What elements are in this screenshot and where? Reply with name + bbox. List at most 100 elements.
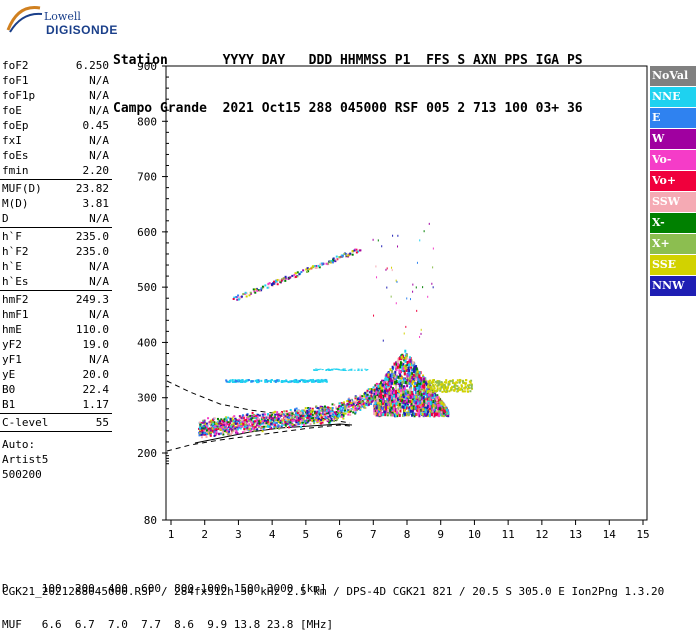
echo-point: [392, 402, 395, 406]
echo-point: [231, 428, 234, 431]
echo-point: [363, 406, 366, 409]
echo-point: [341, 415, 344, 418]
echo-point: [354, 412, 357, 415]
echo-point: [440, 383, 443, 386]
echo-point: [391, 413, 394, 417]
echo-point: [306, 380, 309, 383]
echo-point: [239, 416, 242, 419]
echo-point: [404, 349, 407, 353]
param-group-virtual-heights: h`F 235.0 h`F2 235.0 h`E N/A h`Es N/A: [0, 229, 112, 289]
echo-point: [222, 421, 225, 424]
echo-point: [422, 392, 425, 396]
echo-point: [363, 394, 366, 397]
echo-point: [260, 289, 263, 292]
echo-point: [228, 430, 231, 433]
echo-point: [339, 415, 342, 418]
echo-point: [266, 380, 269, 383]
echo-point: [427, 401, 430, 405]
echo-point: [205, 433, 208, 436]
echo-point: [413, 369, 416, 373]
echo-point: [422, 408, 425, 412]
echo-point: [352, 402, 355, 405]
echo-point: [447, 383, 450, 386]
echo-point: [345, 405, 348, 408]
echo-point: [413, 412, 416, 416]
echo-point: [284, 422, 287, 425]
echo-point: [387, 375, 390, 379]
echo-point: [316, 415, 319, 418]
echo-point: [330, 414, 333, 417]
echo-point: [382, 339, 384, 342]
echo-point: [356, 398, 359, 401]
echo-point: [361, 395, 364, 398]
echo-point: [266, 415, 269, 418]
echo-point: [248, 294, 251, 297]
echo-point: [239, 419, 242, 422]
echo-point: [415, 378, 418, 382]
echo-point: [347, 405, 350, 408]
echo-point: [273, 280, 276, 283]
echo-point: [235, 295, 238, 298]
echo-point: [341, 403, 344, 406]
echo-point: [367, 388, 370, 391]
echo-point: [333, 420, 336, 423]
echo-point: [433, 414, 436, 418]
echo-point: [387, 373, 390, 377]
echo-point: [294, 275, 297, 278]
echo-point: [306, 409, 309, 412]
echo-point: [299, 418, 302, 421]
echo-point: [245, 295, 248, 298]
echo-point: [394, 408, 397, 412]
echo-point: [464, 385, 467, 388]
echo-point: [372, 391, 375, 394]
echo-point: [305, 419, 308, 422]
echo-point: [203, 419, 206, 422]
echo-point: [304, 380, 307, 383]
echo-point: [249, 291, 252, 294]
echo-point: [432, 286, 434, 289]
echo-point: [378, 389, 381, 392]
echo-point: [322, 379, 325, 382]
echo-point: [404, 366, 407, 370]
echo-point: [255, 287, 258, 290]
echo-point: [243, 421, 246, 424]
echo-point: [272, 415, 275, 418]
echo-point: [401, 405, 404, 409]
echo-point: [279, 421, 282, 424]
param-value: 55: [95, 416, 109, 429]
echo-point: [461, 380, 464, 383]
polarization-legend: NoVal NNE E W Vo- Vo+ SSW X- X+ SSE NNW: [650, 66, 696, 297]
echo-point: [354, 248, 357, 251]
echo-point: [432, 408, 435, 412]
echo-point: [414, 388, 417, 392]
echo-point: [351, 253, 354, 256]
echo-point: [401, 413, 404, 417]
echo-point: [379, 384, 382, 388]
echo-point: [373, 407, 376, 411]
echo-point: [402, 385, 405, 389]
echo-point: [407, 393, 410, 397]
echo-point: [410, 399, 413, 403]
echo-point: [375, 265, 377, 268]
echo-point: [323, 406, 326, 409]
echo-point: [265, 422, 268, 425]
echo-point: [362, 403, 365, 406]
echo-point: [234, 417, 237, 420]
echo-point: [288, 414, 291, 417]
echo-point: [365, 401, 368, 404]
echo-point: [314, 380, 317, 383]
echo-point: [443, 409, 446, 413]
echo-point: [360, 368, 363, 370]
echo-point: [413, 395, 416, 399]
x-tick-label: 6: [336, 528, 343, 541]
echo-point: [333, 403, 336, 406]
echo-point: [242, 293, 245, 296]
echo-point: [368, 398, 371, 401]
echo-point: [434, 389, 437, 392]
echo-point: [231, 381, 234, 384]
echo-point: [382, 404, 385, 408]
echo-point: [299, 416, 302, 419]
echo-point: [207, 432, 210, 435]
echo-point: [426, 394, 429, 398]
echo-point: [454, 382, 457, 385]
